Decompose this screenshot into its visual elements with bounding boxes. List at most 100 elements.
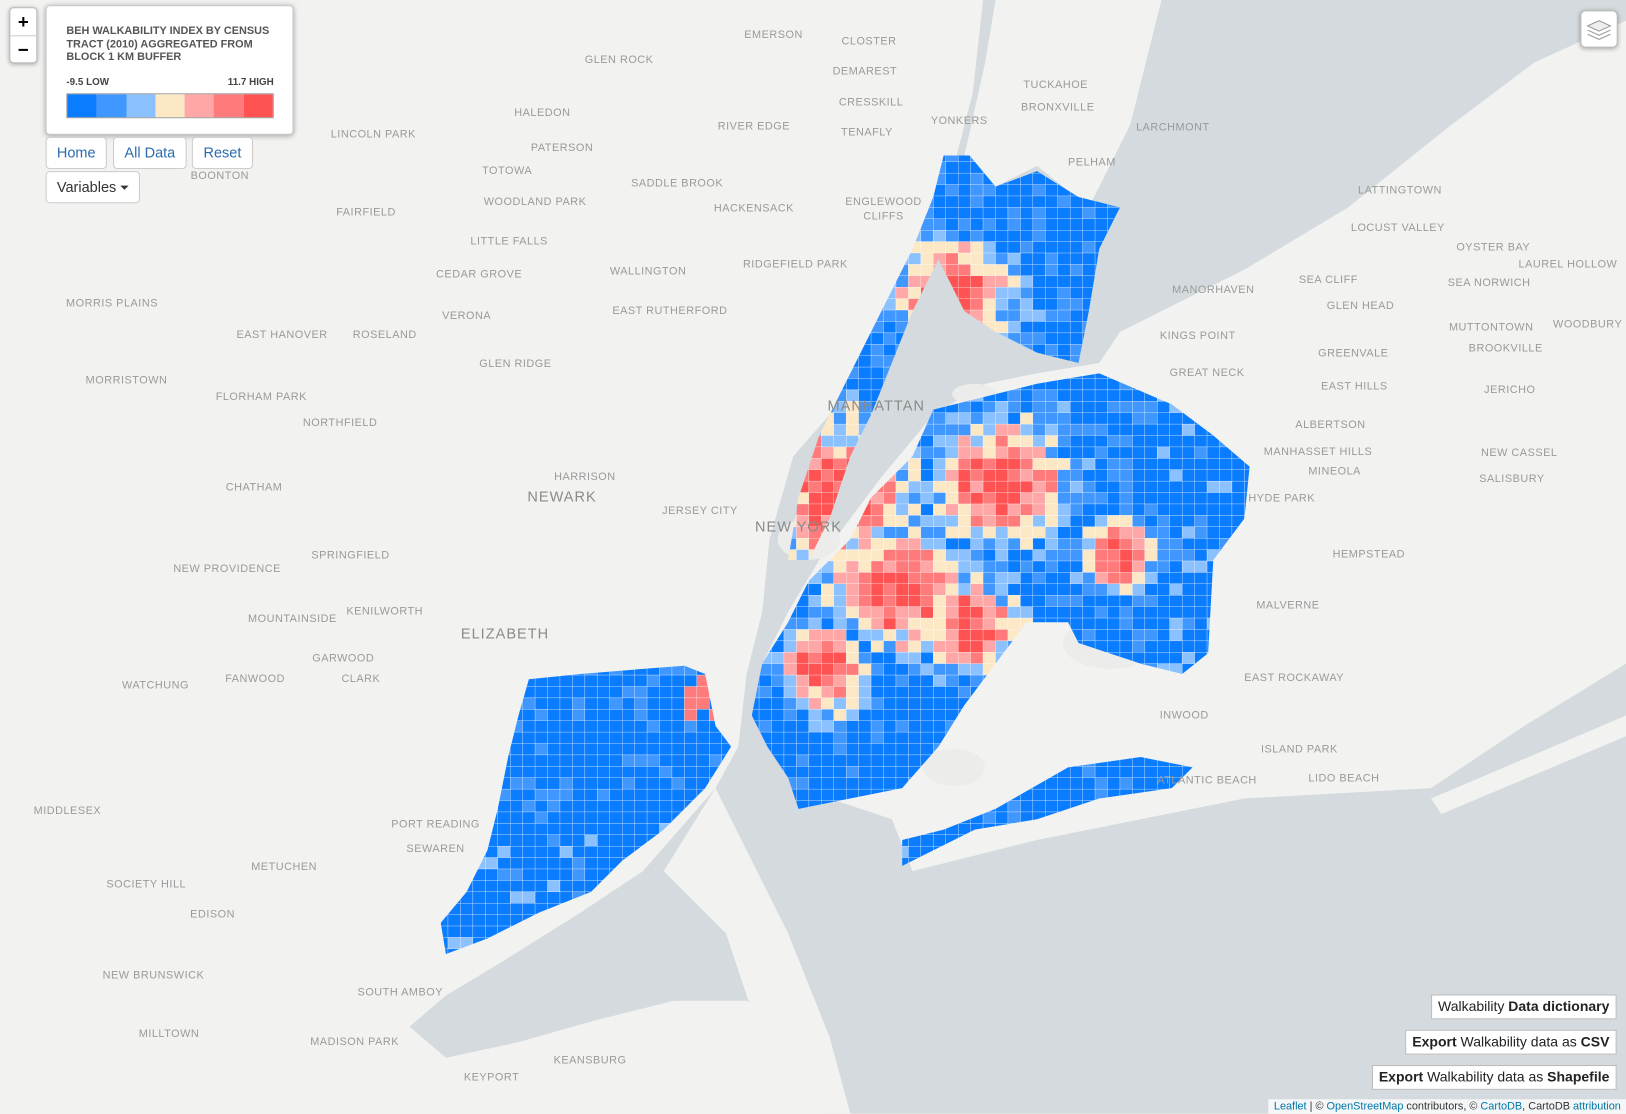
census-tract — [1144, 526, 1158, 539]
census-tract — [970, 469, 984, 482]
census-tract — [1045, 321, 1058, 334]
attribution-link[interactable]: attribution — [1572, 1100, 1621, 1113]
census-tract — [1057, 458, 1071, 470]
census-tract — [659, 230, 673, 242]
census-tract — [621, 526, 635, 539]
census-tract — [522, 868, 536, 881]
census-tract — [646, 595, 660, 607]
census-tract — [584, 572, 598, 585]
census-tract — [485, 857, 498, 870]
all-data-button[interactable]: All Data — [113, 136, 187, 170]
census-tract — [440, 880, 449, 893]
census-tract — [1194, 446, 1208, 459]
place-label: CLIFFS — [863, 211, 904, 223]
census-tract — [584, 834, 598, 847]
census-tract — [957, 629, 971, 642]
place-label: FLORHAM PARK — [216, 391, 307, 403]
census-tract — [833, 161, 847, 174]
zoom-in[interactable]: + — [17, 11, 29, 33]
census-tract — [957, 834, 971, 847]
census-tract — [833, 321, 847, 334]
census-tract — [858, 172, 872, 185]
census-tract — [684, 652, 698, 664]
census-tract — [870, 800, 884, 813]
census-tract — [883, 686, 897, 699]
attribution-link[interactable]: OpenStreetMap — [1326, 1100, 1404, 1113]
layers-control[interactable] — [1580, 10, 1618, 48]
census-tract — [970, 800, 984, 813]
census-tract — [908, 515, 922, 528]
census-tract — [522, 777, 536, 790]
census-tract — [497, 560, 511, 573]
census-tract — [671, 207, 685, 220]
census-tract — [1144, 731, 1158, 744]
census-tract — [945, 515, 959, 528]
census-tract — [957, 663, 971, 676]
census-tract — [1119, 435, 1133, 448]
census-tract — [771, 469, 785, 482]
census-tract — [440, 537, 449, 550]
variables-dropdown[interactable]: Variables — [45, 171, 140, 204]
census-tract — [559, 355, 573, 368]
census-tract — [659, 800, 673, 813]
zoom-out[interactable]: − — [10, 35, 37, 63]
census-tract — [584, 868, 598, 881]
home-button[interactable]: Home — [45, 136, 107, 170]
census-tract — [883, 640, 897, 653]
attribution-link[interactable]: Leaflet — [1273, 1100, 1307, 1113]
census-tract — [634, 480, 648, 493]
census-tract — [982, 526, 996, 539]
census-tract — [1132, 515, 1146, 528]
census-tract — [1057, 401, 1071, 413]
census-tract — [572, 834, 586, 847]
census-tract — [771, 686, 785, 699]
census-tract — [634, 366, 648, 379]
census-tract — [597, 811, 610, 824]
census-tract — [733, 184, 747, 197]
reset-button[interactable]: Reset — [191, 136, 254, 170]
census-tract — [485, 731, 498, 744]
census-tract — [1032, 697, 1046, 710]
census-tract — [1107, 606, 1121, 619]
census-tract — [746, 401, 760, 413]
census-tract — [883, 595, 897, 607]
census-tract — [895, 252, 909, 265]
census-tract — [1069, 480, 1083, 493]
census-tract — [584, 663, 598, 676]
place-label: MIDDLESEX — [34, 805, 102, 817]
census-tract — [721, 686, 735, 699]
census-tract — [634, 697, 648, 710]
census-tract — [771, 640, 785, 653]
census-tract — [1069, 184, 1083, 197]
census-tract — [447, 880, 461, 893]
export-link[interactable]: Walkability Data dictionary — [1430, 994, 1617, 1020]
census-tract — [547, 207, 561, 220]
census-tract — [982, 435, 996, 448]
census-tract — [733, 401, 747, 413]
census-tract — [870, 777, 884, 790]
census-tract — [957, 469, 971, 482]
census-tract — [721, 537, 735, 550]
census-tract — [497, 937, 511, 950]
census-tract — [609, 423, 623, 436]
census-tract — [970, 697, 984, 710]
export-link[interactable]: Export Walkability data as CSV — [1405, 1029, 1617, 1055]
census-tract — [447, 583, 461, 596]
census-tract — [572, 823, 586, 835]
export-link[interactable]: Export Walkability data as Shapefile — [1371, 1064, 1617, 1090]
census-tract — [447, 640, 461, 653]
census-tract — [646, 572, 660, 585]
census-tract — [460, 640, 474, 653]
census-tract — [845, 777, 859, 790]
attribution-link[interactable]: CartoDB — [1480, 1100, 1523, 1113]
census-tract — [771, 731, 785, 744]
census-tract — [895, 697, 909, 710]
census-tract — [808, 172, 822, 185]
census-tract — [821, 344, 834, 356]
census-tract — [447, 230, 461, 242]
census-tract — [721, 218, 735, 231]
census-tract — [440, 629, 449, 642]
census-tract — [609, 252, 623, 265]
census-tract — [995, 629, 1009, 642]
